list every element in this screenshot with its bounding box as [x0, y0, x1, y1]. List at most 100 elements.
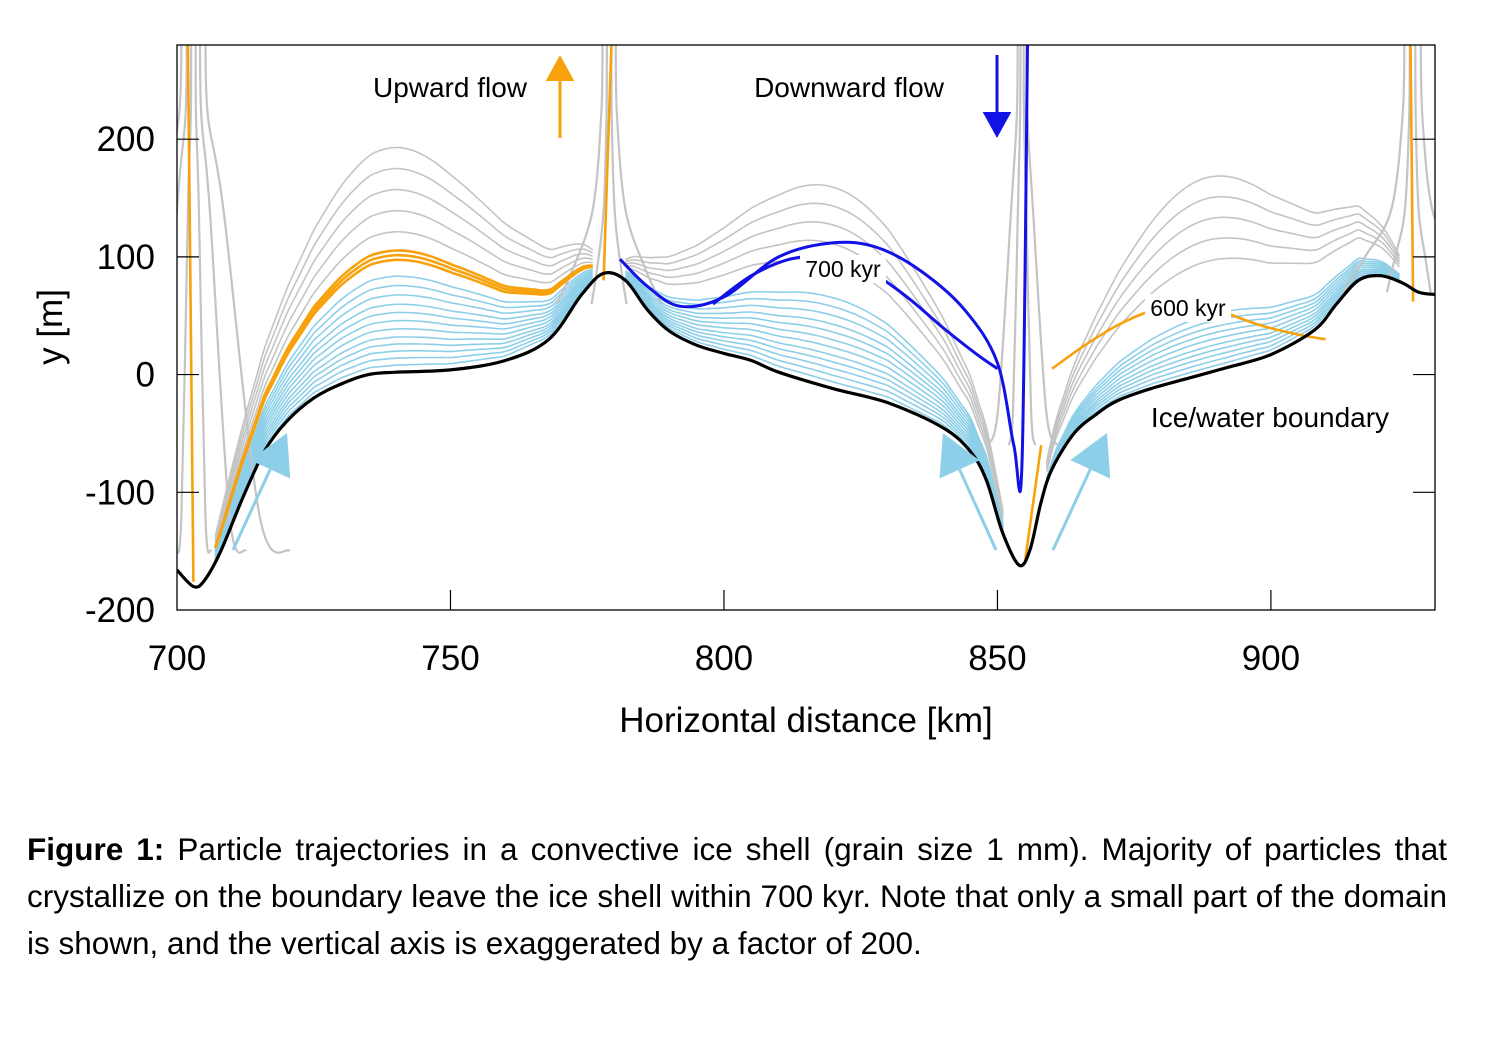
young-trajectory-cell1-2 — [214, 280, 594, 559]
chart: 700 750 800 850 900 -200 -100 0 100 200 Horizonta… — [31, 44, 1436, 740]
plume-down-line-1 — [1007, 45, 1022, 446]
x-tick-label-700: 700 — [148, 639, 206, 678]
plume-left-line-2 — [177, 45, 193, 554]
caption-label: Figure 1: — [27, 831, 165, 867]
figure-caption: Figure 1: Particle trajectories in a con… — [27, 826, 1447, 967]
flow-arrows — [231, 55, 1111, 551]
young-trajectory-cell1-5 — [214, 276, 594, 557]
plume-right-line-2 — [1414, 45, 1432, 293]
label-600-bg — [1145, 294, 1231, 322]
young-trajectory-cell2-0 — [624, 279, 1004, 533]
young-trajectory-cell1-1 — [214, 281, 594, 560]
young-trajectory-cell1-4 — [214, 277, 594, 558]
ice-water-boundary-line — [177, 271, 1435, 589]
plume-left-line-5 — [204, 45, 291, 554]
downward-trajectory — [618, 45, 1029, 494]
crystallization-arrow-mid-head — [939, 433, 980, 479]
young-trajectory-cell1-8 — [214, 272, 594, 554]
plume-down-line-0 — [985, 45, 1019, 446]
caption-text: Particle trajectories in a convective ic… — [27, 831, 1447, 961]
old-trajectory-cell3-1 — [1045, 229, 1401, 470]
trajectory-lines — [177, 45, 1435, 582]
y-tick-label--200: -200 — [85, 591, 155, 630]
upward-stem-2 — [1409, 45, 1415, 302]
young-trajectory-cell1-9 — [214, 271, 594, 553]
x-tick-label-900: 900 — [1242, 639, 1300, 678]
crystallization-arrow-left — [231, 433, 291, 551]
young-trajectory-cell3-3 — [1045, 269, 1400, 483]
upward-flow-label: Upward flow — [373, 72, 528, 103]
upward-stem-3 — [1023, 445, 1043, 564]
label-600-kyr: 600 kyr — [1150, 295, 1226, 321]
y-tick-label-0: 0 — [136, 356, 155, 395]
downward-flow-arrow — [982, 55, 1012, 138]
axis-ticks — [177, 138, 1435, 610]
upward-flow-arrow-head — [545, 55, 575, 81]
upward-trajectory-2 — [214, 249, 593, 548]
downward-flow-label: Downward flow — [754, 72, 945, 103]
young-trajectory-cell2-7 — [624, 273, 1004, 528]
downward-flow-arrow-head — [982, 112, 1012, 138]
young-trajectory-cell2-8 — [625, 273, 1004, 527]
crystallization-arrow-mid-shaft — [958, 468, 998, 551]
young-trajectory-cell1-3 — [214, 279, 594, 559]
y-tick-label--100: -100 — [85, 473, 155, 512]
y-axis-label: y [m] — [31, 289, 70, 365]
x-tick-label-750: 750 — [421, 639, 479, 678]
young-trajectory-cell3-2 — [1045, 271, 1400, 484]
old-trajectory-cell2-0 — [625, 257, 1004, 520]
axis-tick-labels: 700 750 800 850 900 -200 -100 0 100 200 — [85, 120, 1300, 678]
young-trajectory-cell3-6 — [1045, 264, 1400, 481]
plume-mid-line-3 — [614, 45, 663, 305]
young-trajectory-cell1-11 — [214, 268, 593, 551]
young-trajectory-cell2-10 — [625, 271, 1004, 525]
old-trajectory-cell1-0 — [214, 230, 593, 546]
x-tick-label-850: 850 — [968, 639, 1026, 678]
old-trajectory-cell3-2 — [1045, 216, 1401, 467]
young-trajectory-cell2-3 — [624, 277, 1004, 531]
young-trajectory-cell2-2 — [624, 277, 1004, 532]
young-trajectory-cell2-11 — [625, 270, 1004, 524]
crystallization-arrow-left-shaft — [231, 468, 272, 551]
old-trajectory-cell3-0 — [1045, 237, 1401, 472]
crystallization-arrow-mid — [939, 433, 998, 551]
young-trajectory-cell2-1 — [624, 278, 1004, 533]
x-axis-label: Horizontal distance [km] — [619, 701, 992, 740]
old-trajectory-cell1-4 — [214, 146, 594, 536]
old-trajectory-cell2-4 — [625, 183, 1004, 511]
plume-left-line-3 — [194, 45, 212, 554]
young-trajectory-cell1-10 — [214, 270, 593, 552]
plume-right-line-0 — [1342, 45, 1406, 293]
crystallization-arrow-left-head — [250, 433, 291, 479]
young-trajectory-cell1-0 — [214, 282, 594, 561]
plume-left-line-1 — [177, 45, 188, 227]
old-trajectory-cell2-3 — [625, 202, 1004, 513]
young-trajectory-cell1-7 — [214, 274, 594, 555]
plume-left-line-0 — [177, 45, 183, 137]
boundary-label: Ice/water boundary — [1151, 402, 1389, 433]
plume-left-line-4 — [198, 45, 247, 554]
upward-stem-1 — [602, 45, 613, 281]
crystallization-arrow-right-head — [1070, 433, 1111, 479]
young-trajectory-cell2-4 — [624, 276, 1004, 530]
label-700-kyr: 700 kyr — [805, 256, 881, 282]
young-trajectory-cell3-1 — [1045, 272, 1400, 485]
old-trajectory-cell3-4 — [1045, 175, 1401, 462]
x-tick-label-800: 800 — [695, 639, 753, 678]
crystallization-arrow-right-shaft — [1051, 468, 1092, 551]
figure: 700 750 800 850 900 -200 -100 0 100 200 Horizonta… — [31, 44, 1436, 740]
boundary-layer — [177, 271, 1435, 589]
old-trajectory-cell3-3 — [1045, 195, 1401, 465]
young-trajectory-cell3-7 — [1045, 262, 1400, 481]
old-trajectory-cell2-1 — [625, 239, 1004, 517]
old-trajectory-cell1-3 — [214, 167, 594, 539]
label-700-bg — [800, 255, 886, 283]
young-trajectory-cell2-5 — [624, 275, 1004, 529]
upward-stem-0 — [186, 45, 195, 582]
young-trajectory-cell1-6 — [214, 275, 594, 556]
young-trajectory-cell3-4 — [1045, 268, 1400, 483]
y-tick-label-100: 100 — [97, 238, 155, 277]
y-tick-label-200: 200 — [97, 120, 155, 159]
old-trajectory-cell1-1 — [214, 209, 593, 544]
old-trajectory-cell1-2 — [214, 188, 593, 541]
